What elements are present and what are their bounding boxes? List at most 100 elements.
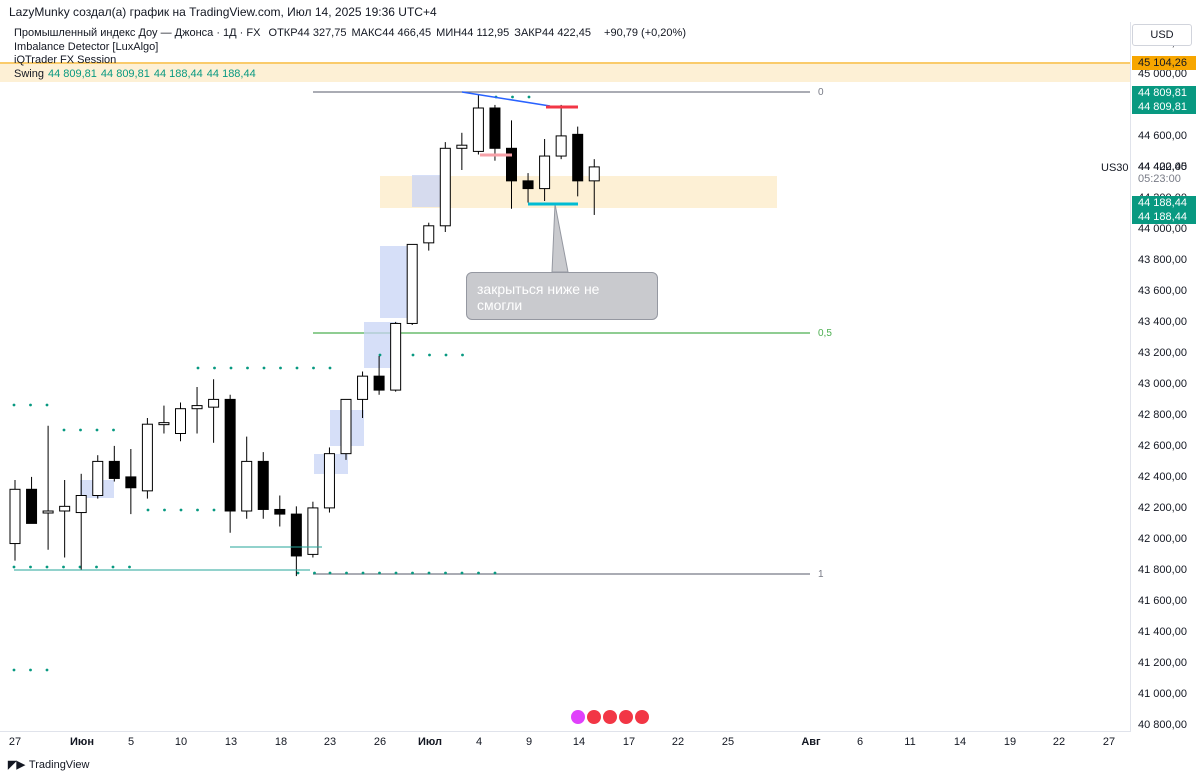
candle[interactable] — [42, 425, 54, 550]
currency-button[interactable]: USD — [1132, 24, 1192, 46]
event-icon[interactable] — [619, 710, 633, 724]
candle[interactable] — [274, 495, 286, 527]
candle[interactable] — [108, 445, 120, 482]
candle[interactable] — [522, 173, 534, 203]
candle[interactable] — [423, 222, 435, 251]
candle[interactable] — [92, 455, 104, 499]
candle[interactable] — [141, 418, 153, 499]
candle-body — [506, 147, 517, 182]
session-dot — [427, 571, 431, 575]
candle-body — [373, 375, 385, 391]
candle-body — [423, 225, 435, 244]
candle[interactable] — [506, 120, 517, 209]
candle[interactable] — [357, 371, 369, 419]
ohlc-ЗАКР: ЗАКР44 422,45 — [514, 27, 591, 39]
candle-body — [108, 460, 120, 479]
events-row[interactable] — [571, 710, 649, 724]
candlestick-chart[interactable] — [0, 22, 1130, 732]
session-dot — [45, 565, 49, 569]
candle[interactable] — [406, 243, 418, 325]
candle[interactable] — [26, 476, 38, 524]
time-tick: 10 — [174, 736, 188, 748]
brand-name: TradingView — [28, 759, 90, 771]
last-price: 44 422,45 — [1138, 161, 1187, 173]
time-tick: 14 — [572, 736, 586, 748]
indicator-session[interactable]: iQTrader FX Session — [14, 54, 117, 66]
session-dot — [29, 403, 32, 407]
session-dot — [328, 366, 332, 370]
session-dot — [45, 403, 49, 407]
session-dot — [428, 353, 431, 357]
price-tick: 42 200,00 — [1138, 502, 1187, 514]
time-axis[interactable]: 27 Июн 5 10 13 18 23 26 Июл 4 9 14 17 22 25 Авг 6 11 14 19 2… — [0, 731, 1130, 752]
callout-pointer — [551, 203, 569, 273]
candle[interactable] — [224, 394, 236, 533]
event-icon[interactable] — [587, 710, 601, 724]
annotation-callout[interactable]: закрыться ниже не смогли — [466, 272, 658, 320]
price-tick: 43 600,00 — [1138, 285, 1187, 297]
event-icon[interactable] — [603, 710, 617, 724]
session-dot — [196, 366, 200, 370]
candle-body — [208, 398, 220, 408]
price-tick: 41 600,00 — [1138, 595, 1187, 607]
candle[interactable] — [59, 480, 71, 558]
candle[interactable] — [323, 447, 335, 513]
swing-trendline[interactable] — [461, 91, 551, 107]
candle[interactable] — [588, 159, 600, 215]
candle[interactable] — [290, 506, 302, 577]
session-dot — [328, 571, 332, 575]
candle[interactable] — [307, 501, 319, 558]
event-icon[interactable] — [571, 710, 585, 724]
time-tick: Июл — [417, 736, 443, 748]
candle[interactable] — [572, 126, 584, 197]
price-tag: 45 104,26 — [1132, 56, 1196, 70]
swing-label: Swing — [14, 67, 44, 80]
candle[interactable] — [9, 480, 21, 561]
session-dot — [296, 571, 300, 575]
price-tick: 43 000,00 — [1138, 378, 1187, 390]
time-tick: 6 — [856, 736, 864, 748]
legend-symbol-row: Промышленный индекс Доу — Джонса · 1Д · … — [14, 27, 691, 41]
candle[interactable] — [390, 321, 402, 392]
candle[interactable] — [175, 402, 186, 442]
session-dot — [394, 571, 398, 575]
candle[interactable] — [472, 94, 484, 155]
session-dot — [361, 571, 365, 575]
session-dot — [29, 668, 32, 672]
session-dot — [229, 366, 233, 370]
candle-body — [489, 107, 501, 149]
candle[interactable] — [191, 387, 203, 434]
symbol-name[interactable]: Промышленный индекс Доу — Джонса · 1Д · … — [14, 27, 261, 39]
event-icon[interactable] — [635, 710, 649, 724]
candle-body — [340, 398, 352, 455]
candle[interactable] — [75, 473, 87, 570]
candle-body — [290, 513, 302, 557]
candle-body — [224, 398, 236, 512]
session-dot — [527, 95, 531, 99]
candle[interactable] — [241, 436, 253, 519]
candle[interactable] — [439, 142, 451, 232]
ohlc-МАКС: МАКС44 466,45 — [351, 27, 432, 39]
candle[interactable] — [340, 398, 352, 460]
time-tick: 18 — [274, 736, 288, 748]
session-dot — [313, 571, 316, 575]
candle[interactable] — [539, 139, 551, 201]
symbol-short-label: US30 — [1101, 162, 1129, 174]
candle-body — [191, 405, 203, 410]
candle[interactable] — [555, 104, 567, 160]
indicator-swing[interactable]: Swing 44 809,81 44 809,81 44 188,44 44 188,4… — [14, 68, 691, 82]
candle[interactable] — [158, 405, 170, 434]
price-tick: 44 000,00 — [1138, 223, 1187, 235]
candle[interactable] — [257, 452, 269, 519]
time-tick: 19 — [1003, 736, 1017, 748]
candle-body — [92, 460, 104, 496]
candle[interactable] — [208, 379, 220, 443]
candle[interactable] — [489, 104, 501, 161]
fib-label-bottom: 1 — [818, 569, 824, 580]
candle[interactable] — [125, 449, 137, 515]
session-dot — [213, 366, 216, 370]
candle[interactable] — [373, 356, 385, 395]
candle[interactable] — [456, 132, 468, 170]
indicator-luxalgo[interactable]: Imbalance Detector [LuxAlgo] — [14, 40, 159, 53]
